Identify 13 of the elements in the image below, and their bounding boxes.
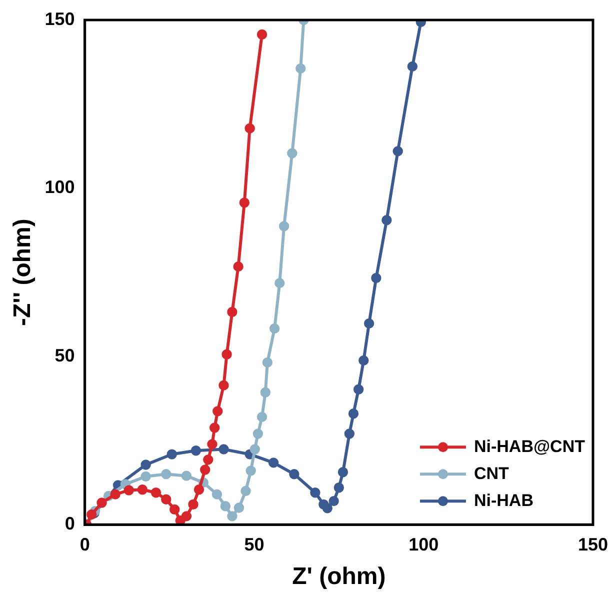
y-tick-label: 150 [44,8,75,29]
y-axis-title: -Z'' (ohm) [9,218,36,326]
x-axis-title: Z' (ohm) [292,563,386,590]
legend-label: Ni-HAB [474,490,534,510]
x-tick-label: 50 [244,534,264,554]
x-tick-label: 100 [408,534,439,554]
legend-label: CNT [474,464,510,483]
x-tick-label: 0 [80,534,90,554]
y-tick-label: 100 [44,177,75,198]
x-tick-label: 150 [578,534,608,554]
legend-label: Ni-HAB@CNT [474,436,586,456]
y-tick-label: 0 [64,514,75,534]
y-tick-label: 50 [54,345,75,366]
